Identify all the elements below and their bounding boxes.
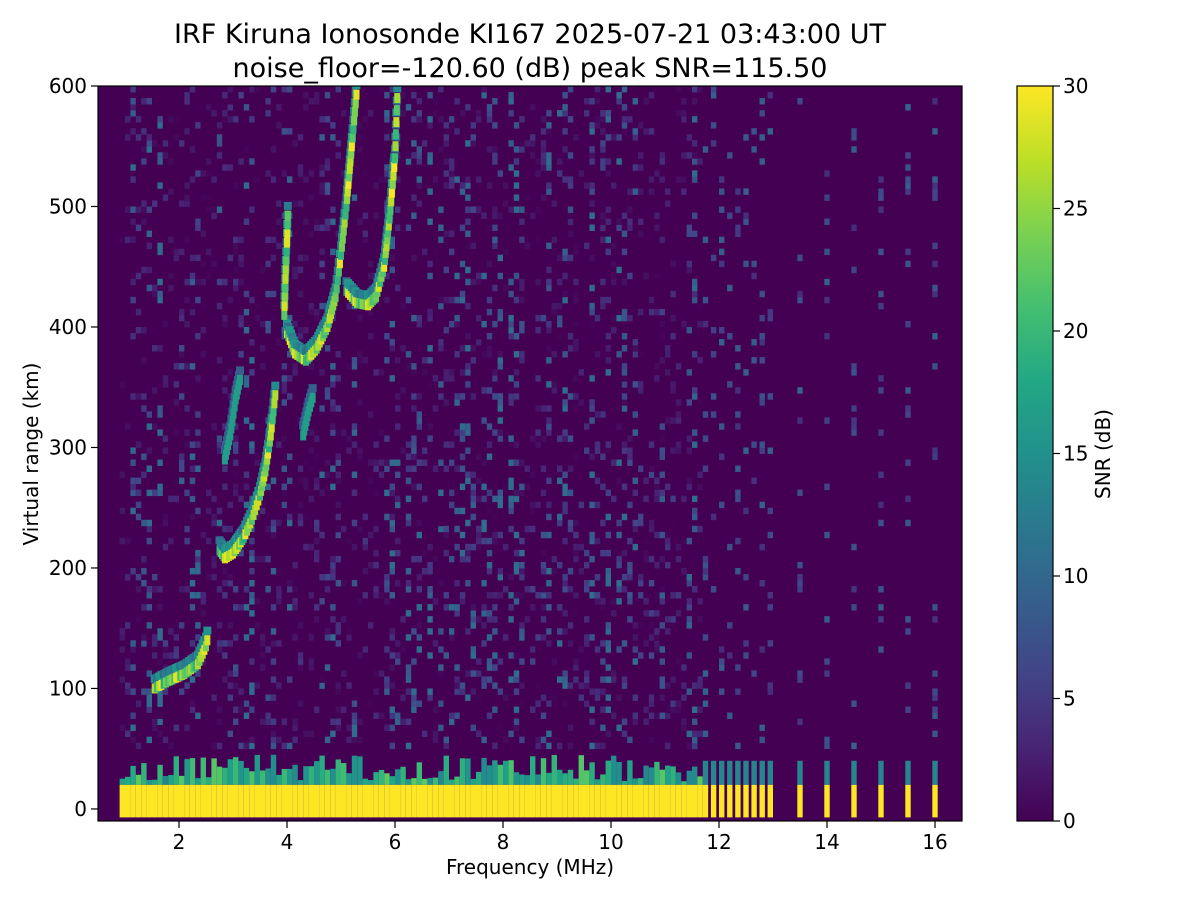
x-tick-label: 12 xyxy=(706,830,731,854)
y-tick-label: 100 xyxy=(49,676,87,700)
colorbar-tick-label: 30 xyxy=(1063,74,1088,98)
plot-background xyxy=(98,86,962,821)
x-tick-label: 4 xyxy=(281,830,294,854)
x-tick-label: 2 xyxy=(173,830,186,854)
colorbar-tick-label: 0 xyxy=(1063,809,1076,833)
x-axis-label: Frequency (MHz) xyxy=(446,855,614,879)
y-tick-label: 300 xyxy=(49,435,87,459)
y-axis-label: Virtual range (km) xyxy=(19,363,43,546)
x-tick-label: 10 xyxy=(598,830,623,854)
colorbar xyxy=(1016,85,1054,822)
y-axis: 0 100 200 300 400 500 600 xyxy=(49,74,98,821)
colorbar-tick-label: 20 xyxy=(1063,319,1088,343)
chart-subtitle: noise_floor=-120.60 (dB) peak SNR=115.50 xyxy=(233,53,828,84)
x-axis: 2 4 6 8 10 12 14 16 xyxy=(173,821,948,854)
y-tick-label: 400 xyxy=(49,315,87,339)
colorbar-tick-label: 5 xyxy=(1063,687,1076,711)
colorbar-axis: 0 5 10 15 20 25 30 xyxy=(1053,74,1088,833)
x-tick-label: 6 xyxy=(389,830,402,854)
y-tick-label: 600 xyxy=(49,74,87,98)
colorbar-tick-label: 25 xyxy=(1063,197,1088,221)
colorbar-label: SNR (dB) xyxy=(1091,409,1115,499)
colorbar-tick-label: 15 xyxy=(1063,442,1088,466)
y-tick-label: 500 xyxy=(49,194,87,218)
x-tick-label: 8 xyxy=(497,830,510,854)
plot-frame xyxy=(97,85,963,822)
heatmap-cells xyxy=(119,86,938,818)
chart-title: IRF Kiruna Ionosonde KI167 2025-07-21 03… xyxy=(174,19,887,50)
colorbar-tick-label: 10 xyxy=(1063,564,1088,588)
x-tick-label: 16 xyxy=(922,830,947,854)
x-tick-label: 14 xyxy=(814,830,839,854)
y-tick-label: 200 xyxy=(49,556,87,580)
y-tick-label: 0 xyxy=(74,797,87,821)
